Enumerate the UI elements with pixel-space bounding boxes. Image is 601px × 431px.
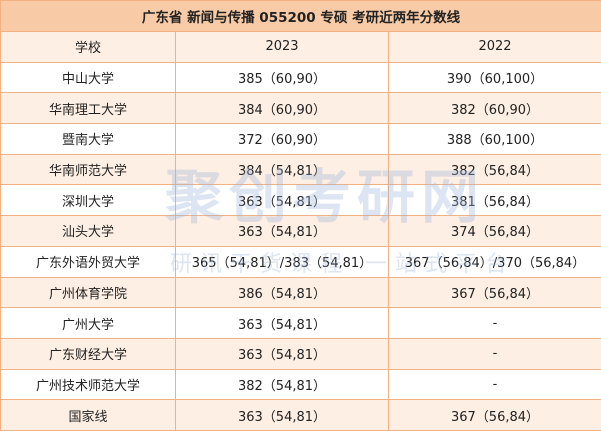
table-cell: 广州大学 <box>0 307 176 339</box>
table-row: 华南师范大学 384（54,81） 382（56,84） <box>0 153 601 186</box>
table-cell: 384（54,81） <box>175 153 389 186</box>
table-row: 华南理工大学 384（60,90） 382（60,90） <box>0 92 601 125</box>
table-cell: - <box>388 307 601 339</box>
table-cell: 广州技术师范大学 <box>0 368 176 401</box>
table-cell: 中山大学 <box>0 61 176 94</box>
table-cell: 363（54,81） <box>175 337 389 370</box>
table-row: 中山大学 385（60,90） 390（60,100） <box>0 61 601 94</box>
table-cell: 363（54,81） <box>175 184 389 217</box>
table-title: 广东省 新闻与传播 055200 专硕 考研近两年分数线 <box>0 0 601 32</box>
table-row: 广州技术师范大学 382（54,81） - <box>0 368 601 401</box>
table-cell: - <box>388 337 601 370</box>
table-cell: 广州体育学院 <box>0 276 176 309</box>
table-cell: - <box>388 368 601 401</box>
table-cell: 384（60,90） <box>175 92 389 125</box>
table-cell: 367（56,84） <box>388 399 601 431</box>
table-cell: 382（56,84） <box>388 153 601 186</box>
table-cell: 386（54,81） <box>175 276 389 309</box>
table-cell: 国家线 <box>0 399 176 431</box>
header-row: 学校 2023 2022 <box>0 31 601 63</box>
table-cell: 广东财经大学 <box>0 337 176 370</box>
table-cell: 390（60,100） <box>388 61 601 94</box>
table-cell: 385（60,90） <box>175 61 389 94</box>
table-cell: 华南师范大学 <box>0 153 176 186</box>
table-cell: 381（56,84） <box>388 184 601 217</box>
table-row: 广东财经大学 363（54,81） - <box>0 337 601 370</box>
table-cell: 365（54,81）/383（54,81） <box>175 245 389 278</box>
table-row: 国家线 363（54,81） 367（56,84） <box>0 399 601 431</box>
table-row: 深圳大学 363（54,81） 381（56,84） <box>0 184 601 217</box>
table-cell: 388（60,100） <box>388 123 601 155</box>
table-cell: 367（56,84） <box>388 276 601 309</box>
table-cell: 363（54,81） <box>175 215 389 247</box>
table-cell: 382（54,81） <box>175 368 389 401</box>
table-cell: 暨南大学 <box>0 123 176 155</box>
table-cell: 华南理工大学 <box>0 92 176 125</box>
column-header: 学校 <box>0 31 176 63</box>
table-cell: 广东外语外贸大学 <box>0 245 176 278</box>
table-row: 广东外语外贸大学 365（54,81）/383（54,81） 367（56,84）/… <box>0 245 601 278</box>
table-cell: 367（56,84）/370（56,84） <box>388 245 601 278</box>
table-cell: 382（60,90） <box>388 92 601 125</box>
table-row: 广州体育学院 386（54,81） 367（56,84） <box>0 276 601 309</box>
table-cell: 372（60,90） <box>175 123 389 155</box>
table-row: 汕头大学 363（54,81） 374（56,84） <box>0 215 601 247</box>
table-cell: 363（54,81） <box>175 307 389 339</box>
column-header: 2023 <box>175 31 389 63</box>
column-header: 2022 <box>388 31 601 63</box>
table-cell: 深圳大学 <box>0 184 176 217</box>
table-cell: 363（54,81） <box>175 399 389 431</box>
table-row: 暨南大学 372（60,90） 388（60,100） <box>0 123 601 155</box>
table-row: 广州大学 363（54,81） - <box>0 307 601 339</box>
title-row: 广东省 新闻与传播 055200 专硕 考研近两年分数线 <box>0 0 601 32</box>
table-cell: 374（56,84） <box>388 215 601 247</box>
table-cell: 汕头大学 <box>0 215 176 247</box>
